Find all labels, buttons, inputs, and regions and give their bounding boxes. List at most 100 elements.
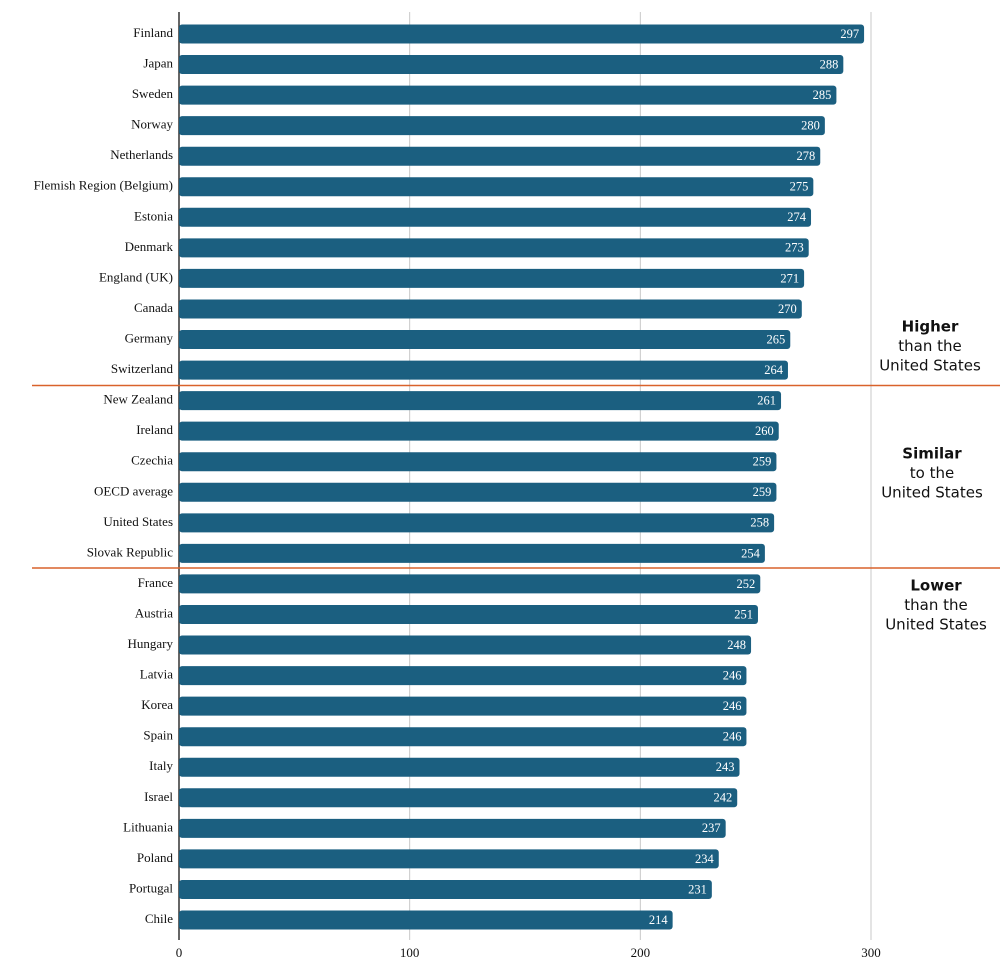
x-tick-label: 300: [861, 945, 881, 960]
y-tick-label: Canada: [134, 300, 173, 315]
bar: [179, 238, 809, 258]
y-tick-label: Netherlands: [110, 147, 173, 162]
bar: [179, 299, 802, 319]
y-tick-label: Czechia: [131, 453, 173, 468]
y-tick-label: Korea: [141, 697, 173, 712]
value-label: 271: [780, 271, 799, 285]
bar: [179, 849, 719, 869]
value-label: 259: [753, 485, 772, 499]
bar: [179, 910, 673, 930]
y-tick-label: England (UK): [99, 269, 173, 284]
y-tick-label: France: [138, 575, 174, 590]
group-title: Lower: [910, 577, 962, 595]
y-tick-label: Poland: [137, 850, 174, 865]
value-label: 254: [741, 546, 761, 560]
y-tick-label: Lithuania: [123, 819, 173, 834]
bar: [179, 666, 747, 686]
value-label: 246: [723, 668, 742, 682]
y-tick-label: Portugal: [129, 880, 173, 895]
y-tick-label: Denmark: [125, 239, 174, 254]
bar: [179, 268, 805, 288]
x-tick-label: 100: [400, 945, 420, 960]
bar: [179, 421, 779, 441]
value-label: 285: [813, 88, 832, 102]
bar: [179, 360, 788, 380]
y-tick-label: Norway: [131, 117, 173, 132]
bar: [179, 543, 765, 563]
y-tick-label: Slovak Republic: [87, 544, 174, 559]
y-tick-label: Spain: [143, 728, 173, 743]
value-label: 259: [753, 455, 772, 469]
value-label: 278: [797, 149, 816, 163]
bar: [179, 727, 747, 747]
bar: [179, 482, 777, 502]
bar: [179, 879, 712, 899]
y-tick-label: Italy: [149, 758, 173, 773]
value-label: 258: [750, 516, 769, 530]
y-tick-label: New Zealand: [103, 392, 173, 407]
y-tick-label: OECD average: [94, 483, 173, 498]
group-text: United States: [881, 484, 983, 502]
group-text: than the: [898, 337, 961, 355]
value-label: 234: [695, 852, 715, 866]
bar: [179, 788, 738, 808]
bar: [179, 330, 791, 350]
y-tick-label: Switzerland: [111, 361, 174, 376]
bar: [179, 391, 782, 411]
value-label: 242: [713, 791, 732, 805]
bar: [179, 207, 812, 227]
value-label: 237: [702, 821, 721, 835]
bar: [179, 177, 814, 197]
value-label: 248: [727, 638, 746, 652]
y-tick-label: Israel: [144, 789, 173, 804]
value-label: 288: [820, 57, 839, 71]
y-tick-label: Flemish Region (Belgium): [34, 178, 173, 193]
bar: [179, 604, 758, 624]
x-tick-label: 200: [631, 945, 651, 960]
group-text: than the: [904, 596, 967, 614]
group-text: United States: [879, 357, 981, 375]
value-label: 280: [801, 119, 820, 133]
bar: [179, 635, 752, 655]
bar: [179, 574, 761, 594]
value-label: 265: [767, 332, 786, 346]
y-tick-label: Finland: [133, 25, 173, 40]
y-tick-label: Chile: [145, 911, 173, 926]
y-tick-label: Ireland: [136, 422, 173, 437]
value-label: 252: [737, 577, 756, 591]
value-label: 275: [790, 180, 809, 194]
bar: [179, 85, 837, 105]
value-label: 264: [764, 363, 784, 377]
y-tick-label: Austria: [135, 605, 174, 620]
bar: [179, 513, 775, 533]
group-text: United States: [885, 616, 987, 634]
group-title: Higher: [902, 318, 959, 336]
value-label: 274: [787, 210, 807, 224]
y-tick-label: Japan: [143, 56, 173, 71]
value-label: 214: [649, 913, 669, 927]
value-label: 270: [778, 302, 797, 316]
value-label: 246: [723, 730, 742, 744]
value-label: 273: [785, 241, 804, 255]
value-label: 260: [755, 424, 774, 438]
y-tick-label: Hungary: [128, 636, 174, 651]
y-tick-label: Germany: [125, 331, 174, 346]
value-label: 261: [757, 393, 776, 407]
y-tick-label: United States: [103, 514, 173, 529]
group-title: Similar: [902, 445, 962, 463]
bar: [179, 757, 740, 777]
x-tick-label: 0: [176, 945, 183, 960]
bar: [179, 55, 844, 75]
bar: [179, 146, 821, 166]
value-label: 297: [840, 27, 859, 41]
bar: [179, 818, 726, 838]
y-tick-label: Latvia: [140, 667, 173, 682]
group-text: to the: [910, 464, 954, 482]
bar: [179, 452, 777, 472]
bar: [179, 24, 865, 44]
y-tick-label: Estonia: [134, 208, 173, 223]
bar: [179, 116, 825, 136]
y-tick-label: Sweden: [132, 86, 174, 101]
value-label: 246: [723, 699, 742, 713]
